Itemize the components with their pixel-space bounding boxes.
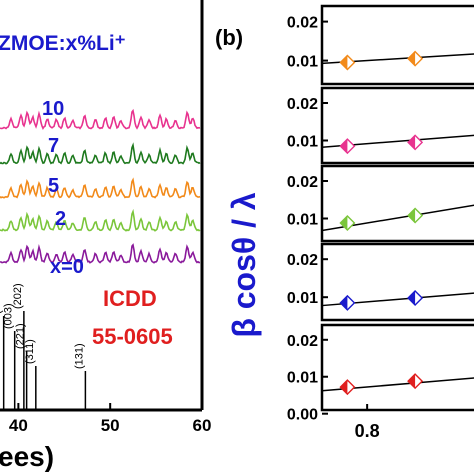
whplot-point-fill: [408, 208, 416, 223]
panel-a-x-label: ees): [0, 441, 54, 472]
panel-b-y-tick-label: 0.01: [287, 212, 318, 229]
whplot-point-fill: [340, 295, 348, 310]
panel-b-y-tick-label: 0.02: [287, 96, 318, 113]
whplot-point-fill: [408, 51, 416, 66]
panel-a-x-tick-label: 60: [193, 416, 212, 435]
xrd-series-2: [0, 208, 201, 232]
whplot-frame: [320, 4, 474, 86]
series-label-7: 7: [48, 135, 59, 157]
panel-b-x-tick-label: 0.8: [355, 421, 380, 441]
reference-stick-label: (221): [15, 323, 27, 349]
series-label-5: 5: [48, 175, 59, 197]
panel-b-y-tick-label: 0.00: [287, 407, 318, 424]
series-label-x0: x=0: [50, 256, 84, 278]
whplot-frame: [320, 86, 474, 165]
xrd-series-x0: [0, 243, 201, 264]
whplot-point-fill: [408, 135, 416, 150]
icdd-number: 55-0605: [92, 324, 173, 349]
panel-a: ZMOE:x%Li⁺ x=0 2 5 7 10 ICDD 55-0605 ((003)(202)…: [0, 0, 211, 472]
panel-b-y-tick-label: 0.02: [287, 333, 318, 350]
whplot-point-fill: [340, 139, 348, 154]
series-label-2: 2: [55, 208, 66, 230]
reference-stick-label: (131): [73, 343, 85, 369]
whplot-point-fill: [340, 55, 348, 70]
panel-a-x-tick-label: 40: [9, 416, 28, 435]
reference-stick-label: (003): [3, 303, 15, 329]
reference-stick-label: (: [0, 310, 4, 314]
series-label-10: 10: [42, 98, 64, 120]
panel-b-y-tick-label: 0.02: [287, 174, 318, 191]
panel-b: (b) β cosθ / λ 0.02 0.01 0.02 0.01 0.02 0.01 0.0…: [215, 4, 474, 441]
whplot-point-fill: [408, 374, 416, 389]
xrd-series-5: [0, 177, 201, 199]
panel-a-x-tick-label: 50: [101, 416, 120, 435]
xrd-series-7: [0, 142, 201, 165]
whplot-frame: [320, 323, 474, 412]
panel-a-title: ZMOE:x%Li⁺: [0, 32, 126, 55]
reference-stick-label: (202): [12, 283, 24, 309]
whplot-frame: [320, 242, 474, 322]
reference-stick-label: (311): [24, 339, 36, 364]
whplot-point-fill: [340, 216, 348, 230]
panel-b-y-tick-label: 0.01: [287, 134, 318, 151]
whplot-frame: [320, 164, 474, 243]
panel-b-y-label: β cosθ / λ: [226, 192, 262, 338]
icdd-label: ICDD: [103, 286, 157, 311]
whplot-point-fill: [340, 380, 348, 395]
panel-b-y-tick-label: 0.01: [287, 54, 318, 71]
panel-b-label: (b): [215, 25, 243, 50]
panel-b-y-tick-label: 0.01: [287, 290, 318, 307]
whplot-point-fill: [408, 290, 416, 305]
xrd-series-10: [0, 108, 201, 130]
panel-b-y-tick-label: 0.02: [287, 252, 318, 269]
panel-b-y-tick-label: 0.01: [287, 370, 318, 387]
panel-b-y-tick-label: 0.02: [287, 15, 318, 32]
